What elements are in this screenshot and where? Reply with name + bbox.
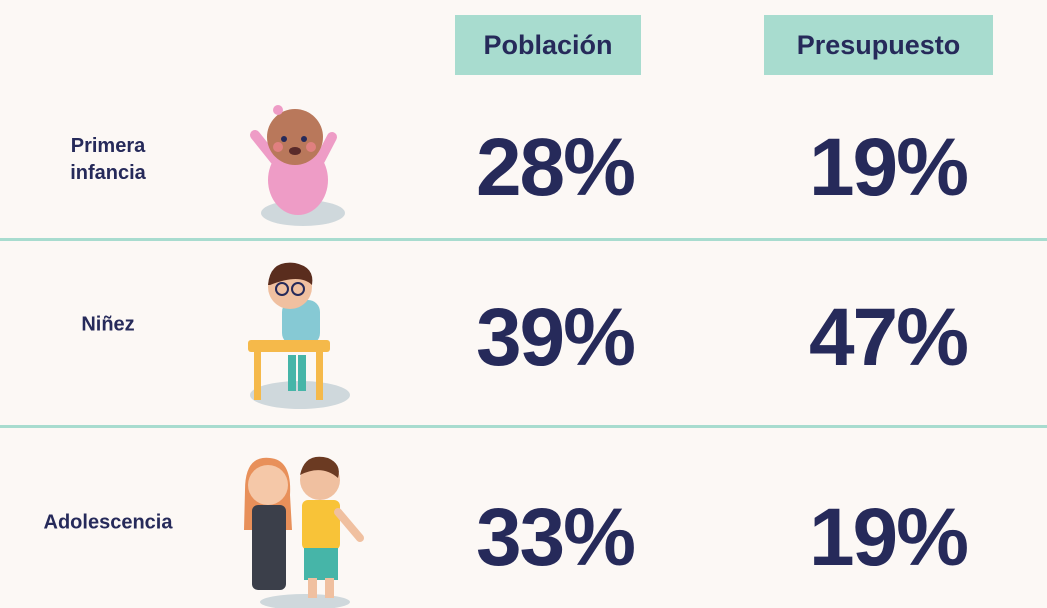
row-label: Niñez: [81, 313, 135, 336]
row-label: Adolescencia: [43, 511, 173, 534]
value: 28%: [475, 122, 636, 213]
row-label: Primera infancia: [70, 135, 146, 184]
column-header: Presupuesto: [764, 15, 993, 75]
row-separator: [0, 238, 1047, 241]
row-separator: [0, 425, 1047, 428]
teens-illustration: [244, 456, 364, 608]
value: 33%: [475, 492, 636, 583]
value: 39%: [475, 292, 636, 383]
child-illustration: [248, 262, 350, 409]
value: 47%: [808, 292, 969, 383]
value: 19%: [808, 492, 969, 583]
baby-illustration: [250, 105, 345, 226]
column-header: Población: [455, 15, 641, 75]
value: 19%: [808, 122, 969, 213]
